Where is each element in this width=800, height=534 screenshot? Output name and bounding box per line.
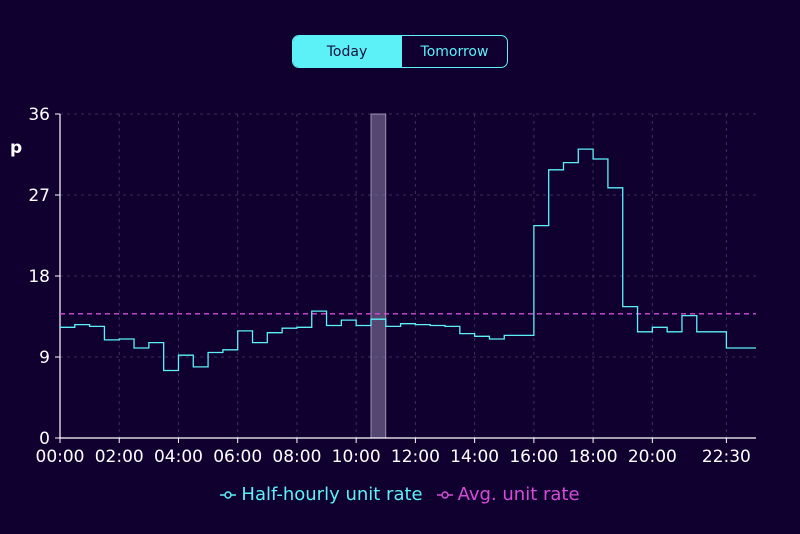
y-tick-label: 0	[39, 429, 50, 449]
y-tick-label: 9	[39, 348, 50, 368]
y-axis-unit-label: p	[10, 138, 22, 158]
y-tick-label: 18	[28, 267, 50, 287]
x-tick-label: 14:00	[450, 447, 499, 467]
x-tick-label: 02:00	[95, 447, 144, 467]
rate-marker-icon	[220, 490, 237, 499]
x-tick-label: 22:30	[702, 447, 751, 467]
tomorrow-button[interactable]: Tomorrow	[401, 36, 507, 67]
avg-marker-icon	[436, 490, 453, 499]
x-tick-label: 08:00	[272, 447, 321, 467]
legend-item-rate[interactable]: Half-hourly unit rate	[220, 484, 423, 505]
x-tick-label: 00:00	[36, 447, 85, 467]
legend-item-avg[interactable]: Avg. unit rate	[436, 484, 580, 505]
legend-label-avg: Avg. unit rate	[457, 484, 580, 505]
y-tick-label: 36	[28, 105, 50, 125]
x-tick-label: 18:00	[569, 447, 618, 467]
legend-label-rate: Half-hourly unit rate	[241, 484, 423, 505]
x-tick-label: 12:00	[391, 447, 440, 467]
legend: Half-hourly unit rate Avg. unit rate	[0, 484, 800, 505]
half-hourly-rate-line	[60, 148, 756, 372]
axes	[55, 113, 756, 443]
grid-lines	[60, 113, 756, 438]
x-tick-label: 10:00	[332, 447, 381, 467]
y-tick-labels: 0 9 18 27 36	[28, 105, 50, 449]
x-tick-label: 16:00	[509, 447, 558, 467]
x-tick-label: 04:00	[154, 447, 203, 467]
today-button[interactable]: Today	[293, 36, 401, 67]
current-period-highlight	[370, 113, 387, 439]
day-toggle: Today Tomorrow	[292, 35, 508, 68]
x-tick-label: 06:00	[213, 447, 262, 467]
x-tick-label: 20:00	[628, 447, 677, 467]
y-tick-label: 27	[28, 186, 50, 206]
x-tick-labels: 00:00 02:00 04:00 06:00 08:00 10:00 12:00 14:00…	[36, 447, 751, 467]
